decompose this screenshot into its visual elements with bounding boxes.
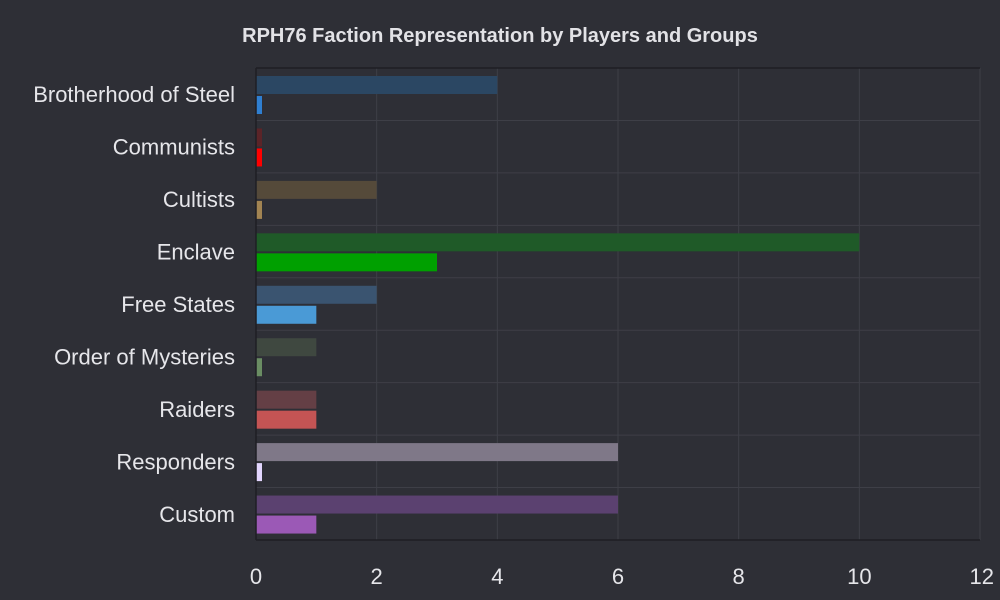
bars bbox=[256, 76, 860, 534]
bar-communists-groups bbox=[256, 148, 262, 167]
bar-brotherhood-of-steel-players bbox=[256, 76, 498, 94]
category-label: Enclave bbox=[157, 240, 235, 265]
bar-custom-groups bbox=[256, 515, 317, 534]
bar-enclave-groups bbox=[256, 253, 437, 272]
bar-custom-players bbox=[256, 495, 618, 514]
x-tick-label: 6 bbox=[612, 564, 624, 589]
category-label: Raiders bbox=[159, 397, 235, 422]
bar-cultists-players bbox=[256, 180, 377, 199]
bar-free-states-players bbox=[256, 285, 377, 304]
x-tick-label: 12 bbox=[970, 564, 994, 589]
x-tick-label: 8 bbox=[733, 564, 745, 589]
bar-cultists-groups bbox=[256, 200, 262, 219]
axes bbox=[255, 67, 980, 541]
bar-free-states-groups bbox=[256, 305, 317, 324]
bar-raiders-groups bbox=[256, 410, 317, 429]
bar-raiders-players bbox=[256, 390, 317, 409]
category-labels: Brotherhood of Steel Communists Cultists En… bbox=[33, 82, 235, 527]
category-label: Custom bbox=[159, 502, 235, 527]
category-label: Cultists bbox=[163, 187, 235, 212]
x-tick-labels: 0 2 4 6 8 10 12 bbox=[250, 564, 994, 589]
x-tick-label: 4 bbox=[491, 564, 503, 589]
x-tick-label: 10 bbox=[847, 564, 871, 589]
grid bbox=[256, 68, 981, 540]
category-label: Free States bbox=[121, 292, 235, 317]
bar-brotherhood-of-steel-groups bbox=[256, 96, 262, 114]
category-label: Brotherhood of Steel bbox=[33, 82, 235, 107]
bar-order-of-mysteries-groups bbox=[256, 358, 262, 377]
bar-communists-players bbox=[256, 128, 262, 147]
bar-enclave-players bbox=[256, 233, 860, 252]
bar-responders-groups bbox=[256, 463, 262, 482]
x-tick-label: 0 bbox=[250, 564, 262, 589]
bar-responders-players bbox=[256, 443, 618, 462]
category-label: Responders bbox=[116, 449, 235, 474]
category-label: Communists bbox=[113, 135, 235, 160]
category-label: Order of Mysteries bbox=[54, 344, 235, 369]
chart-title: RPH76 Faction Representation by Players … bbox=[242, 25, 758, 47]
x-tick-label: 2 bbox=[371, 564, 383, 589]
bar-order-of-mysteries-players bbox=[256, 338, 317, 357]
